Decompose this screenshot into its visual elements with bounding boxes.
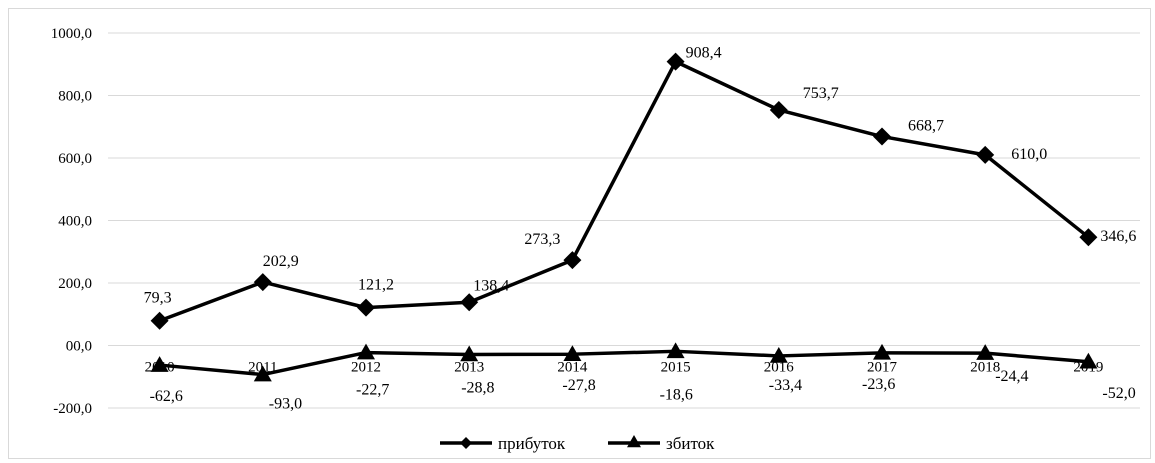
data-point-прибуток-2013 <box>460 293 479 312</box>
data-point-збиток-2011 <box>253 365 272 382</box>
x-tick-label-2013: 2013 <box>454 360 484 376</box>
data-point-прибуток-2014 <box>563 251 582 270</box>
data-label-прибуток-2015: 908,4 <box>686 45 722 62</box>
y-axis: 1000,0 800,0 600,0 400,0 200,0 00,0 -200,0 <box>51 26 92 417</box>
data-label-прибуток-2016: 753,7 <box>803 85 839 102</box>
data-label-збиток-2015: -18,6 <box>660 386 693 403</box>
data-point-збиток-2013 <box>460 345 479 362</box>
y-tick-label: 200,0 <box>58 276 92 292</box>
data-point-збиток-2014 <box>563 345 582 361</box>
data-label-прибуток-2014: 273,3 <box>524 231 560 248</box>
data-point-прибуток-2011 <box>253 273 272 292</box>
data-label-збиток-2014: -27,8 <box>562 377 595 394</box>
x-tick-label-2014: 2014 <box>557 360 588 376</box>
data-point-збиток-2018 <box>976 344 995 360</box>
legend-item-прибуток: прибуток <box>440 434 566 453</box>
series-line-збиток <box>159 349 1089 377</box>
y-tick-label: 800,0 <box>58 89 92 105</box>
data-label-прибуток-2013: 138,4 <box>473 277 509 294</box>
y-tick-label: 400,0 <box>58 214 92 230</box>
y-tick-label: -200,0 <box>53 401 92 417</box>
legend: прибуток збиток <box>440 434 715 453</box>
data-point-прибуток-2010 <box>150 311 169 330</box>
data-label-прибуток-2011: 202,9 <box>263 253 299 270</box>
data-label-збиток-2016: -33,4 <box>769 377 802 394</box>
data-label-збиток-2018: -24,4 <box>995 368 1028 385</box>
legend-item-збиток: збиток <box>608 434 715 453</box>
legend-marker <box>460 437 472 449</box>
data-label-прибуток-2010: 79,3 <box>144 290 172 307</box>
data-label-збиток-2012: -22,7 <box>356 382 389 399</box>
legend-marker <box>627 435 641 448</box>
data-label-прибуток-2012: 121,2 <box>358 277 394 294</box>
series-збиток <box>150 342 1098 382</box>
data-point-збиток-2019 <box>1079 352 1098 369</box>
data-point-прибуток-2015 <box>666 52 685 71</box>
data-label-прибуток-2018: 610,0 <box>1011 146 1047 163</box>
y-tick-label: 00,0 <box>66 339 92 355</box>
series-line-прибуток <box>158 59 1090 323</box>
data-point-прибуток-2016 <box>769 100 788 119</box>
x-tick-label-2012: 2012 <box>351 360 381 376</box>
series-прибуток <box>150 52 1098 330</box>
data-labels: 79,3 202,9 121,2 138,4 273,3 908,4 753,7 668,7 6… <box>144 45 1137 413</box>
legend-label: прибуток <box>498 434 566 453</box>
data-label-збиток-2013: -28,8 <box>461 380 494 397</box>
y-tick-label: 600,0 <box>58 151 92 167</box>
data-label-збиток-2010: -62,6 <box>150 388 183 405</box>
legend-label: збиток <box>666 434 715 453</box>
x-tick-label-2015: 2015 <box>661 360 691 376</box>
data-point-прибуток-2019 <box>1079 228 1098 247</box>
data-point-прибуток-2018 <box>976 145 995 164</box>
data-point-прибуток-2017 <box>873 127 891 146</box>
x-tick-label-2018: 2018 <box>970 360 1000 376</box>
data-label-прибуток-2019: 346,6 <box>1100 228 1136 245</box>
data-label-збиток-2011: -93,0 <box>269 396 302 413</box>
grid-lines <box>108 32 1140 409</box>
data-label-прибуток-2017: 668,7 <box>908 118 944 135</box>
data-point-збиток-2015 <box>666 342 685 359</box>
data-point-збиток-2017 <box>873 343 891 360</box>
x-tick-label-2017: 2017 <box>867 360 898 376</box>
series-layer <box>150 52 1098 382</box>
x-tick-label-2016: 2016 <box>764 360 795 376</box>
y-tick-label: 1000,0 <box>51 26 92 42</box>
data-label-збиток-2019: -52,0 <box>1102 385 1135 402</box>
data-point-збиток-2012 <box>357 343 375 360</box>
data-point-збиток-2016 <box>769 346 788 363</box>
data-point-прибуток-2012 <box>357 298 375 317</box>
data-point-збиток-2010 <box>150 356 169 372</box>
chart-frame <box>8 8 1151 459</box>
data-label-збиток-2017: -23,6 <box>862 376 895 393</box>
